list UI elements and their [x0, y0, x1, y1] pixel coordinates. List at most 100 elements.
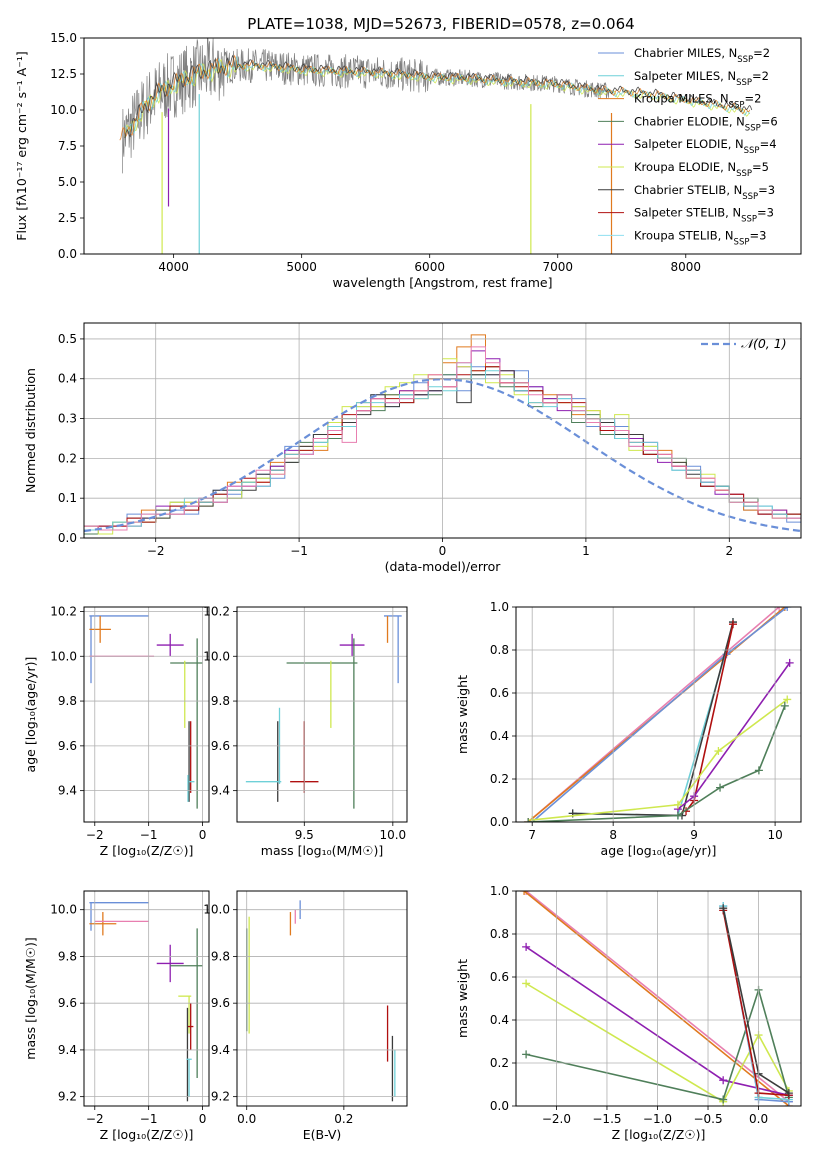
x-axis-label: (data-model)/error — [385, 559, 502, 574]
y-tick-label: 10.0 — [50, 103, 77, 117]
axes-frame — [83, 322, 802, 539]
y-tick-label: 0.4 — [490, 729, 509, 743]
x-tick-label: 2 — [725, 544, 733, 558]
x-tick-label: 0 — [199, 828, 207, 842]
legend-label: Chabrier MILES, NSSP=2 — [634, 46, 770, 65]
weight-marker — [780, 701, 789, 710]
x-tick-label: −1.0 — [643, 1112, 672, 1126]
y-tick-label: 9.6 — [211, 739, 230, 753]
legend-subscript: SSP — [742, 192, 758, 202]
plot-area-weight-vs-age — [524, 607, 794, 822]
plot-area-spectrum — [119, 38, 753, 254]
x-tick-label: 10.0 — [379, 828, 406, 842]
gaussian-legend-label: 𝒩(0, 1) — [741, 336, 787, 351]
x-tick-label: 0.0 — [237, 1112, 256, 1126]
x-axis-label: Z [log₁₀(Z/Z☉)] — [100, 1127, 194, 1142]
legend-label: Salpeter MILES, NSSP=2 — [634, 69, 769, 88]
legend-subscript: SSP — [734, 237, 750, 247]
y-tick-label: 10.0 — [50, 649, 77, 663]
y-tick-label: 0.5 — [58, 332, 77, 346]
plot-area-weight-vs-z — [520, 891, 793, 1106]
axes-frame — [515, 606, 802, 823]
y-tick-label: 10.0 — [50, 903, 77, 917]
legend-label: Kroupa MILES, NSSP=2 — [634, 92, 761, 111]
weight-marker — [754, 766, 763, 775]
weight-marker — [522, 942, 531, 951]
y-tick-label: 9.2 — [211, 1090, 230, 1104]
weight-marker — [783, 695, 792, 704]
y-tick-label: 9.6 — [211, 996, 230, 1010]
y-tick-label: 10.0 — [203, 649, 230, 663]
weight-marker — [719, 1076, 728, 1085]
spectrum-data-line — [122, 38, 610, 174]
y-tick-label: 0.0 — [58, 531, 77, 545]
figure-title: PLATE=1038, MJD=52673, FIBERID=0578, z=0… — [247, 15, 634, 33]
y-tick-label: 9.4 — [211, 1043, 230, 1057]
weight-marker — [783, 607, 792, 611]
x-tick-label: −2 — [86, 828, 104, 842]
x-tick-label: 8 — [609, 828, 617, 842]
weight-marker — [716, 783, 725, 792]
y-tick-label: 9.8 — [211, 949, 230, 963]
y-tick-label: 12.5 — [50, 67, 77, 81]
legend-subscript: SSP — [736, 169, 752, 179]
axes-frame — [236, 606, 408, 823]
weight-marker — [522, 891, 531, 895]
y-tick-label: 9.4 — [58, 1043, 77, 1057]
plot-area-mass-vs-z — [89, 902, 203, 1102]
panel-spectrum: 4000 5000 6000 7000 8000 0.0 2.5 5.0 7.5 10.0 12.5… — [14, 31, 802, 290]
axes-frame — [515, 890, 802, 1107]
y-tick-label: 9.8 — [58, 949, 77, 963]
x-tick-label: −2.0 — [542, 1112, 571, 1126]
y-tick-label: 0.8 — [490, 927, 509, 941]
y-tick-label: 5.0 — [58, 175, 77, 189]
y-tick-label: 15.0 — [50, 31, 77, 45]
weight-marker — [673, 800, 682, 809]
weight-line — [531, 607, 788, 822]
weight-marker — [728, 620, 737, 629]
legend-subscript: SSP — [729, 101, 745, 111]
y-tick-label: 9.4 — [58, 784, 77, 798]
x-axis-label: mass [log₁₀(M/M☉)] — [261, 843, 383, 858]
x-tick-label: 9 — [690, 828, 698, 842]
y-tick-label: 0.6 — [490, 970, 509, 984]
y-tick-label: 2.5 — [58, 211, 77, 225]
x-axis-label: age [log₁₀(age/yr)] — [601, 843, 717, 858]
legend-label: Chabrier ELODIE, NSSP=6 — [634, 114, 778, 133]
legend-label: Salpeter STELIB, NSSP=3 — [634, 206, 774, 225]
legend-label: Kroupa ELODIE, NSSP=5 — [634, 160, 769, 179]
y-tick-label: 7.5 — [58, 139, 77, 153]
x-tick-label: 0 — [199, 1112, 207, 1126]
panel-weight-vs-z: −2.0 −1.5 −1.0 −0.5 0.0 0.0 0.2 0.4 0.6 0.8 1.0 Z [… — [455, 884, 802, 1142]
y-tick-label: 0.6 — [490, 686, 509, 700]
x-tick-label: 4000 — [158, 260, 189, 274]
y-tick-label: 0.8 — [490, 643, 509, 657]
weight-marker — [522, 1050, 531, 1059]
panel-age-vs-z: −2 −1 0 9.4 9.6 9.8 10.0 10.2 Z [log₁₀(Z/Z☉)] age… — [23, 604, 210, 858]
x-tick-label: 0.2 — [334, 1112, 353, 1126]
x-tick-label: −1 — [290, 544, 308, 558]
weight-marker — [673, 811, 682, 820]
x-tick-label: −1 — [140, 1112, 158, 1126]
axes-frame — [83, 37, 802, 255]
spectrum-model-line — [124, 54, 753, 139]
x-tick-label: −2 — [86, 1112, 104, 1126]
legend-label: Salpeter ELODIE, NSSP=4 — [634, 137, 777, 156]
y-axis-label: Normed distribution — [23, 368, 38, 493]
x-tick-label: 10 — [767, 828, 782, 842]
legend-label: Chabrier STELIB, NSSP=3 — [634, 183, 775, 202]
y-tick-label: 0.0 — [490, 1099, 509, 1113]
weight-marker — [524, 818, 533, 822]
legend-subscript: SSP — [736, 78, 752, 88]
y-tick-label: 9.8 — [211, 694, 230, 708]
weight-marker — [522, 979, 531, 988]
weight-marker — [719, 1095, 728, 1104]
y-tick-label: 0.0 — [58, 247, 77, 261]
weight-marker — [520, 891, 529, 895]
x-tick-label: 5000 — [286, 260, 317, 274]
plot-area-age-vs-mass — [245, 615, 402, 809]
x-tick-label: 0 — [439, 544, 447, 558]
y-tick-label: 0.1 — [58, 491, 77, 505]
x-axis-label: wavelength [Angstrom, rest frame] — [332, 275, 552, 290]
